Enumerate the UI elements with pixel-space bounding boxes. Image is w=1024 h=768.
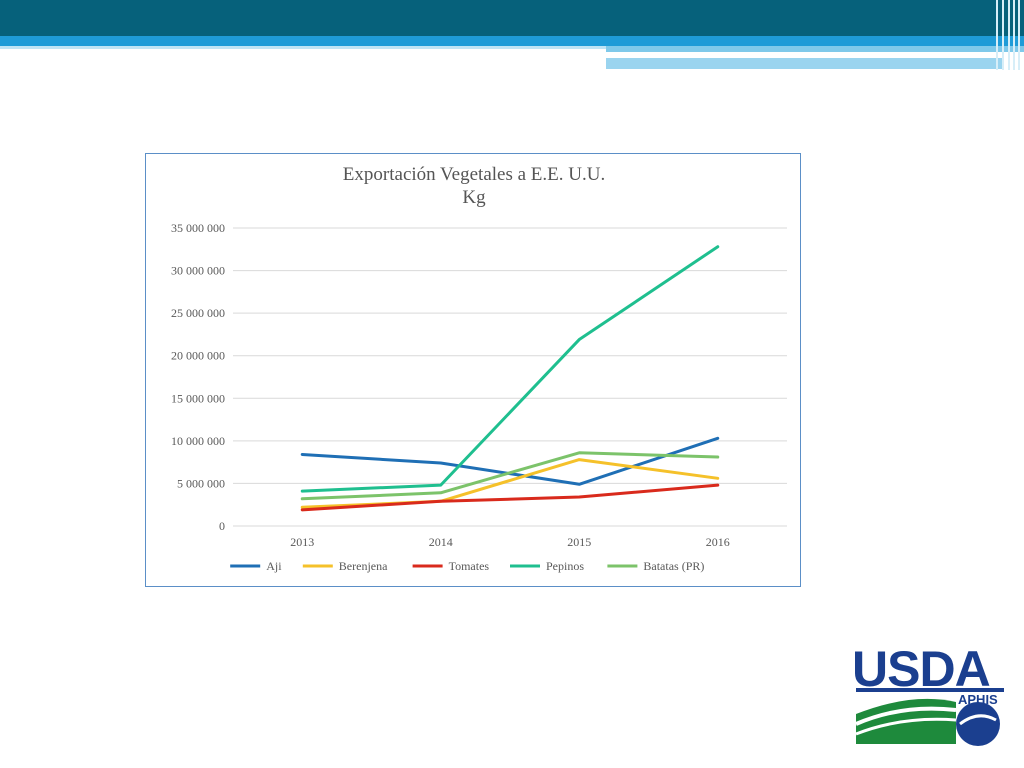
x-tick-label: 2016 xyxy=(706,535,730,549)
y-tick-label: 20 000 000 xyxy=(171,349,225,363)
slide-header-vertical-lines xyxy=(992,0,1024,70)
slide-header-accent-stripe-lower xyxy=(606,58,1002,69)
y-tick-label: 30 000 000 xyxy=(171,264,225,278)
legend-label-berenjena: Berenjena xyxy=(339,559,388,573)
x-tick-label: 2013 xyxy=(290,535,314,549)
y-tick-label: 0 xyxy=(219,519,225,533)
series-line-aji xyxy=(300,436,720,486)
logo-aphis-text: APHIS xyxy=(958,692,998,707)
x-tick-label: 2015 xyxy=(567,535,591,549)
legend-label-pepinos: Pepinos xyxy=(546,559,584,573)
line-chart: 0 5 000 000 10 000 000 15 000 000 20 000 000… xyxy=(171,221,787,573)
y-tick-label: 10 000 000 xyxy=(171,434,225,448)
slide-header-stripe xyxy=(0,36,1024,46)
chart-container: Exportación Vegetales a E.E. U.U. Kg 0 5 … xyxy=(145,153,801,587)
legend-label-aji: Aji xyxy=(266,559,282,573)
series-line-pepinos xyxy=(300,245,720,493)
y-tick-label: 15 000 000 xyxy=(171,391,225,405)
usda-aphis-logo: USDA APHIS xyxy=(852,640,1008,746)
y-tick-label: 25 000 000 xyxy=(171,306,225,320)
slide-header-thin-stripe xyxy=(0,46,606,49)
chart-subtitle: Kg xyxy=(462,187,486,208)
logo-usda-text: USDA xyxy=(852,641,990,697)
legend-label-tomates: Tomates xyxy=(449,559,490,573)
x-tick-label: 2014 xyxy=(429,535,453,549)
series-line-batatas-pr xyxy=(300,451,720,501)
chart-title: Exportación Vegetales a E.E. U.U. xyxy=(342,164,606,185)
slide-header-accent-stripe xyxy=(606,46,1024,52)
y-tick-label: 35 000 000 xyxy=(171,221,225,235)
series-line-tomates xyxy=(300,483,720,512)
slide-header-band xyxy=(0,0,1024,36)
legend-label-batatas-pr: Batatas (PR) xyxy=(643,559,704,573)
y-tick-label: 5 000 000 xyxy=(177,476,225,490)
